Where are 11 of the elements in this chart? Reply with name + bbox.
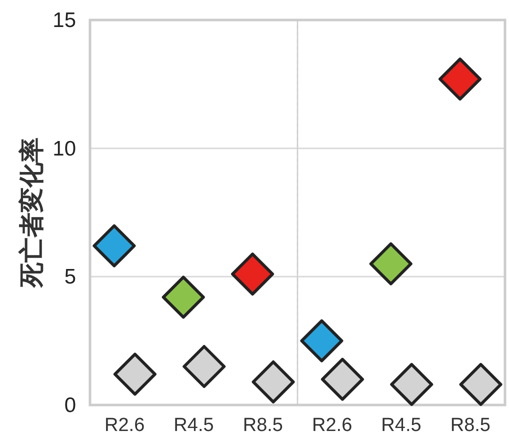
y-axis-title: 死亡者変化率 (17, 138, 46, 288)
x-tick-label: R2.6 (104, 415, 145, 436)
x-tick-label: R8.5 (450, 415, 490, 436)
y-tick-label: 15 (52, 9, 76, 32)
x-tick-label: R4.5 (174, 415, 214, 436)
x-tick-label: R4.5 (381, 415, 422, 436)
y-tick-label: 0 (64, 394, 76, 417)
y-tick-label: 5 (64, 266, 76, 289)
x-tick-label: R8.5 (242, 415, 283, 436)
x-tick-label: R2.6 (312, 415, 352, 436)
y-tick-label: 10 (52, 137, 76, 160)
